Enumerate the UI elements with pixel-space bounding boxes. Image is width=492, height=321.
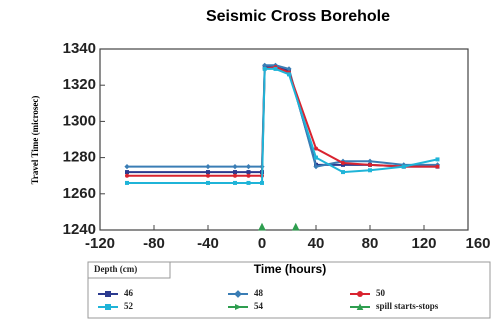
data-point bbox=[368, 168, 372, 173]
data-point bbox=[262, 66, 267, 71]
data-point bbox=[206, 180, 210, 185]
legend-label: 52 bbox=[124, 301, 134, 311]
data-point bbox=[341, 161, 345, 166]
x-tick-label: -120 bbox=[85, 235, 115, 252]
x-tick-label: -40 bbox=[197, 235, 219, 252]
data-point bbox=[401, 164, 406, 169]
data-point bbox=[125, 170, 129, 175]
series-line bbox=[127, 66, 438, 177]
data-point bbox=[287, 72, 291, 77]
legend-label: spill starts-stops bbox=[376, 301, 439, 311]
y-tick-label: 1320 bbox=[63, 76, 96, 93]
data-point bbox=[314, 155, 318, 160]
plot-frame bbox=[99, 48, 469, 231]
legend-marker bbox=[357, 291, 363, 297]
y-tick-label: 1300 bbox=[63, 112, 96, 129]
data-point bbox=[367, 158, 373, 164]
y-tick-label: 1280 bbox=[63, 149, 96, 166]
data-point bbox=[286, 66, 292, 72]
legend-title-box bbox=[87, 261, 171, 279]
data-point bbox=[233, 173, 237, 178]
y-tick-label: 1340 bbox=[63, 40, 96, 57]
y-tick-label: 1240 bbox=[63, 221, 96, 238]
x-tick-label: -80 bbox=[143, 235, 165, 252]
data-point bbox=[246, 180, 251, 185]
legend-box bbox=[87, 261, 491, 319]
data-point bbox=[205, 164, 211, 170]
legend-marker bbox=[356, 303, 364, 310]
data-point bbox=[125, 173, 129, 178]
data-point bbox=[260, 180, 264, 185]
data-point bbox=[233, 170, 237, 175]
legend-label: 48 bbox=[254, 288, 264, 298]
data-point bbox=[125, 180, 129, 185]
legend-marker bbox=[105, 291, 111, 297]
series-line bbox=[127, 66, 438, 174]
x-tick-label: 160 bbox=[465, 235, 490, 252]
data-point bbox=[124, 164, 130, 170]
legend-label: 54 bbox=[254, 301, 264, 311]
data-point bbox=[314, 146, 318, 151]
data-point bbox=[233, 180, 237, 185]
spill-marker bbox=[258, 222, 266, 231]
data-point bbox=[206, 173, 210, 178]
legend-label: 50 bbox=[376, 288, 386, 298]
legend-marker bbox=[235, 304, 242, 310]
chart-title: Seismic Cross Borehole bbox=[206, 8, 390, 25]
data-point bbox=[435, 164, 440, 169]
x-tick-label: 120 bbox=[411, 235, 436, 252]
data-point bbox=[273, 66, 278, 71]
legend-marker bbox=[105, 304, 111, 310]
legend-title: Depth (cm) bbox=[94, 264, 137, 274]
y-axis-label: Travel Time (microsec) bbox=[30, 96, 40, 185]
data-point bbox=[435, 157, 440, 162]
legend-label: 46 bbox=[124, 288, 134, 298]
x-tick-label: 40 bbox=[308, 235, 325, 252]
data-point bbox=[262, 62, 268, 68]
data-point bbox=[245, 164, 252, 170]
y-tick-label: 1260 bbox=[63, 185, 96, 202]
data-point bbox=[206, 170, 210, 175]
data-point bbox=[368, 162, 372, 167]
data-point bbox=[246, 170, 251, 175]
x-tick-label: 0 bbox=[258, 235, 266, 252]
data-point bbox=[246, 173, 251, 178]
legend-marker bbox=[234, 290, 242, 298]
spill-marker bbox=[291, 222, 300, 231]
x-tick-label: 80 bbox=[362, 235, 379, 252]
x-axis-label: Time (hours) bbox=[254, 262, 326, 276]
data-point bbox=[341, 170, 345, 175]
series-line bbox=[127, 64, 438, 168]
data-point bbox=[232, 164, 238, 170]
data-point bbox=[313, 164, 319, 170]
